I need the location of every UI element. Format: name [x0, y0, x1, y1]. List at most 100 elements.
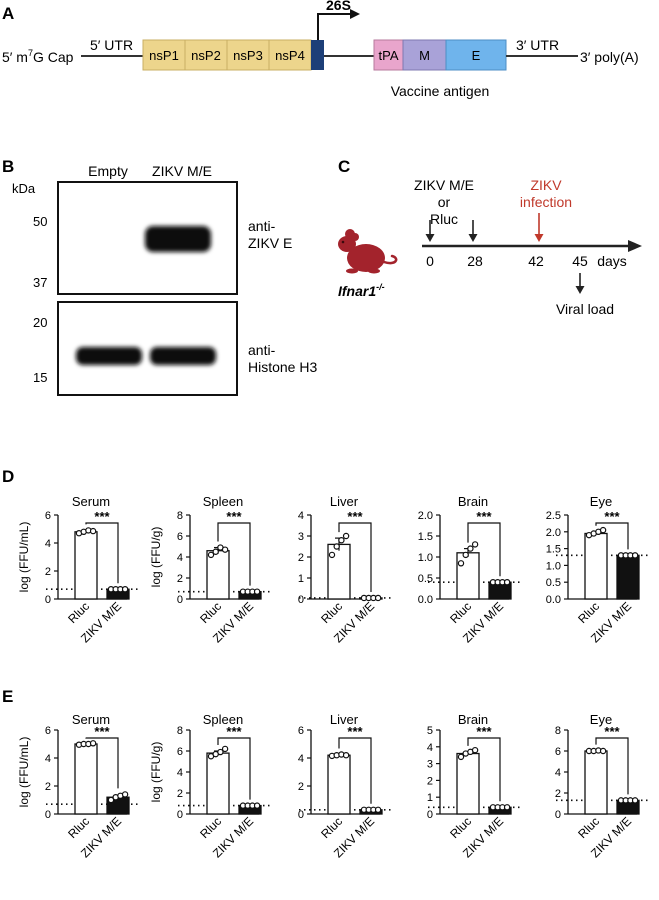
significance-bracket: [338, 737, 372, 804]
y-tick-label: 4: [177, 767, 183, 779]
significance-label: ***: [226, 509, 242, 524]
data-point: [217, 748, 224, 756]
y-tick-label: 6: [177, 531, 183, 543]
chart-title: Liver: [330, 712, 359, 727]
data-point: [333, 543, 340, 550]
kda-label: kDa: [12, 181, 36, 196]
data-point: [328, 551, 336, 559]
data-point: [599, 526, 607, 534]
y-tick-label: 8: [555, 725, 561, 737]
y-tick-label: 1.0: [418, 552, 433, 564]
mouse-label: Ifnar1-/-: [338, 282, 385, 299]
data-point: [599, 747, 607, 755]
y-tick-label: 8: [177, 510, 183, 522]
bar-rluc: [74, 531, 98, 600]
x-tick-label: Rluc: [65, 599, 92, 626]
y-tick-label: 4: [298, 510, 304, 522]
days-unit: days: [597, 253, 627, 269]
y-tick-label: 0: [427, 809, 433, 821]
y-tick-label: 2: [427, 775, 433, 787]
y-tick-label: 0: [555, 809, 561, 821]
y-tick-label: 2: [45, 781, 51, 793]
data-point: [457, 753, 465, 761]
data-point: [503, 579, 511, 586]
marker-15: 15: [33, 370, 47, 385]
significance-label: ***: [476, 509, 492, 524]
bar-rluc: [327, 754, 351, 815]
data-point: [121, 791, 129, 798]
tpa-label: tPA: [379, 48, 399, 63]
y-tick-label: 1: [427, 792, 433, 804]
y-tick-label: 2.5: [546, 510, 561, 522]
y-axis-label: log (FFU/mL): [17, 522, 31, 593]
panel-label-c: C: [338, 157, 350, 176]
nsp4-label: nsP4: [275, 48, 305, 63]
data-point: [471, 746, 479, 754]
data-point: [342, 532, 350, 540]
data-point: [503, 804, 511, 811]
y-tick-label: 2: [177, 788, 183, 800]
y-axis-label: log (FFU/g): [149, 527, 163, 588]
x-tick-label: Rluc: [447, 599, 474, 626]
y-tick-label: 8: [177, 725, 183, 737]
data-point: [467, 545, 474, 552]
panel-label-a: A: [2, 4, 14, 23]
data-point: [462, 551, 469, 559]
western-blot: Empty ZIKV M/E kDa 50 37 anti-ZIKV E 20 …: [12, 163, 317, 396]
panel-label-b: B: [2, 157, 14, 176]
x-tick-label: Rluc: [575, 814, 602, 841]
y-tick-label: 0: [45, 809, 51, 821]
y-axis-label: log (FFU/g): [149, 742, 163, 803]
significance-label: ***: [347, 724, 363, 739]
significance-label: ***: [94, 724, 110, 739]
day-45: 45: [572, 253, 588, 269]
y-tick-label: 6: [298, 725, 304, 737]
chart-title: Serum: [72, 494, 110, 509]
y-tick-label: 0: [45, 594, 51, 606]
data-point: [342, 752, 350, 759]
experiment-timeline: ZIKV M/E or Rluc ZIKV infection 0 28 42 …: [338, 177, 642, 317]
nsp3-label: nsP3: [233, 48, 263, 63]
data-point: [631, 552, 639, 559]
y-tick-label: 4: [427, 742, 433, 754]
bar-rluc: [74, 743, 98, 815]
x-tick-label: Rluc: [318, 814, 345, 841]
y-tick-label: 4: [555, 767, 561, 779]
y-tick-label: 0.5: [546, 577, 561, 589]
x-tick-label: Rluc: [65, 814, 92, 841]
lane-label-empty: Empty: [88, 163, 128, 179]
y-tick-label: 6: [45, 510, 51, 522]
band-histone-zikv: [150, 347, 216, 365]
y-tick-label: 1.5: [546, 544, 561, 556]
y-tick-label: 0.0: [418, 594, 433, 606]
data-point: [253, 802, 261, 809]
y-tick-label: 1: [298, 573, 304, 585]
chart-title: Eye: [590, 712, 612, 727]
day-42: 42: [528, 253, 544, 269]
significance-bracket: [338, 522, 372, 592]
significance-label: ***: [476, 724, 492, 739]
cap-label: 5′ m7G Cap: [2, 48, 74, 65]
y-tick-label: 5: [427, 725, 433, 737]
significance-bracket: [467, 737, 501, 802]
day-0: 0: [426, 253, 434, 269]
significance-label: ***: [604, 509, 620, 524]
antigen-caption: Vaccine antigen: [391, 83, 490, 99]
y-tick-label: 3: [298, 531, 304, 543]
significance-label: ***: [94, 509, 110, 524]
y-tick-label: 0.5: [418, 573, 433, 585]
y-axis-label: log (FFU/mL): [17, 737, 31, 808]
readout-label: Viral load: [556, 301, 614, 317]
data-point: [338, 537, 345, 544]
data-point: [89, 740, 97, 747]
bar-rluc: [584, 750, 608, 815]
y-tick-label: 4: [45, 753, 51, 765]
y-tick-label: 0.0: [546, 594, 561, 606]
